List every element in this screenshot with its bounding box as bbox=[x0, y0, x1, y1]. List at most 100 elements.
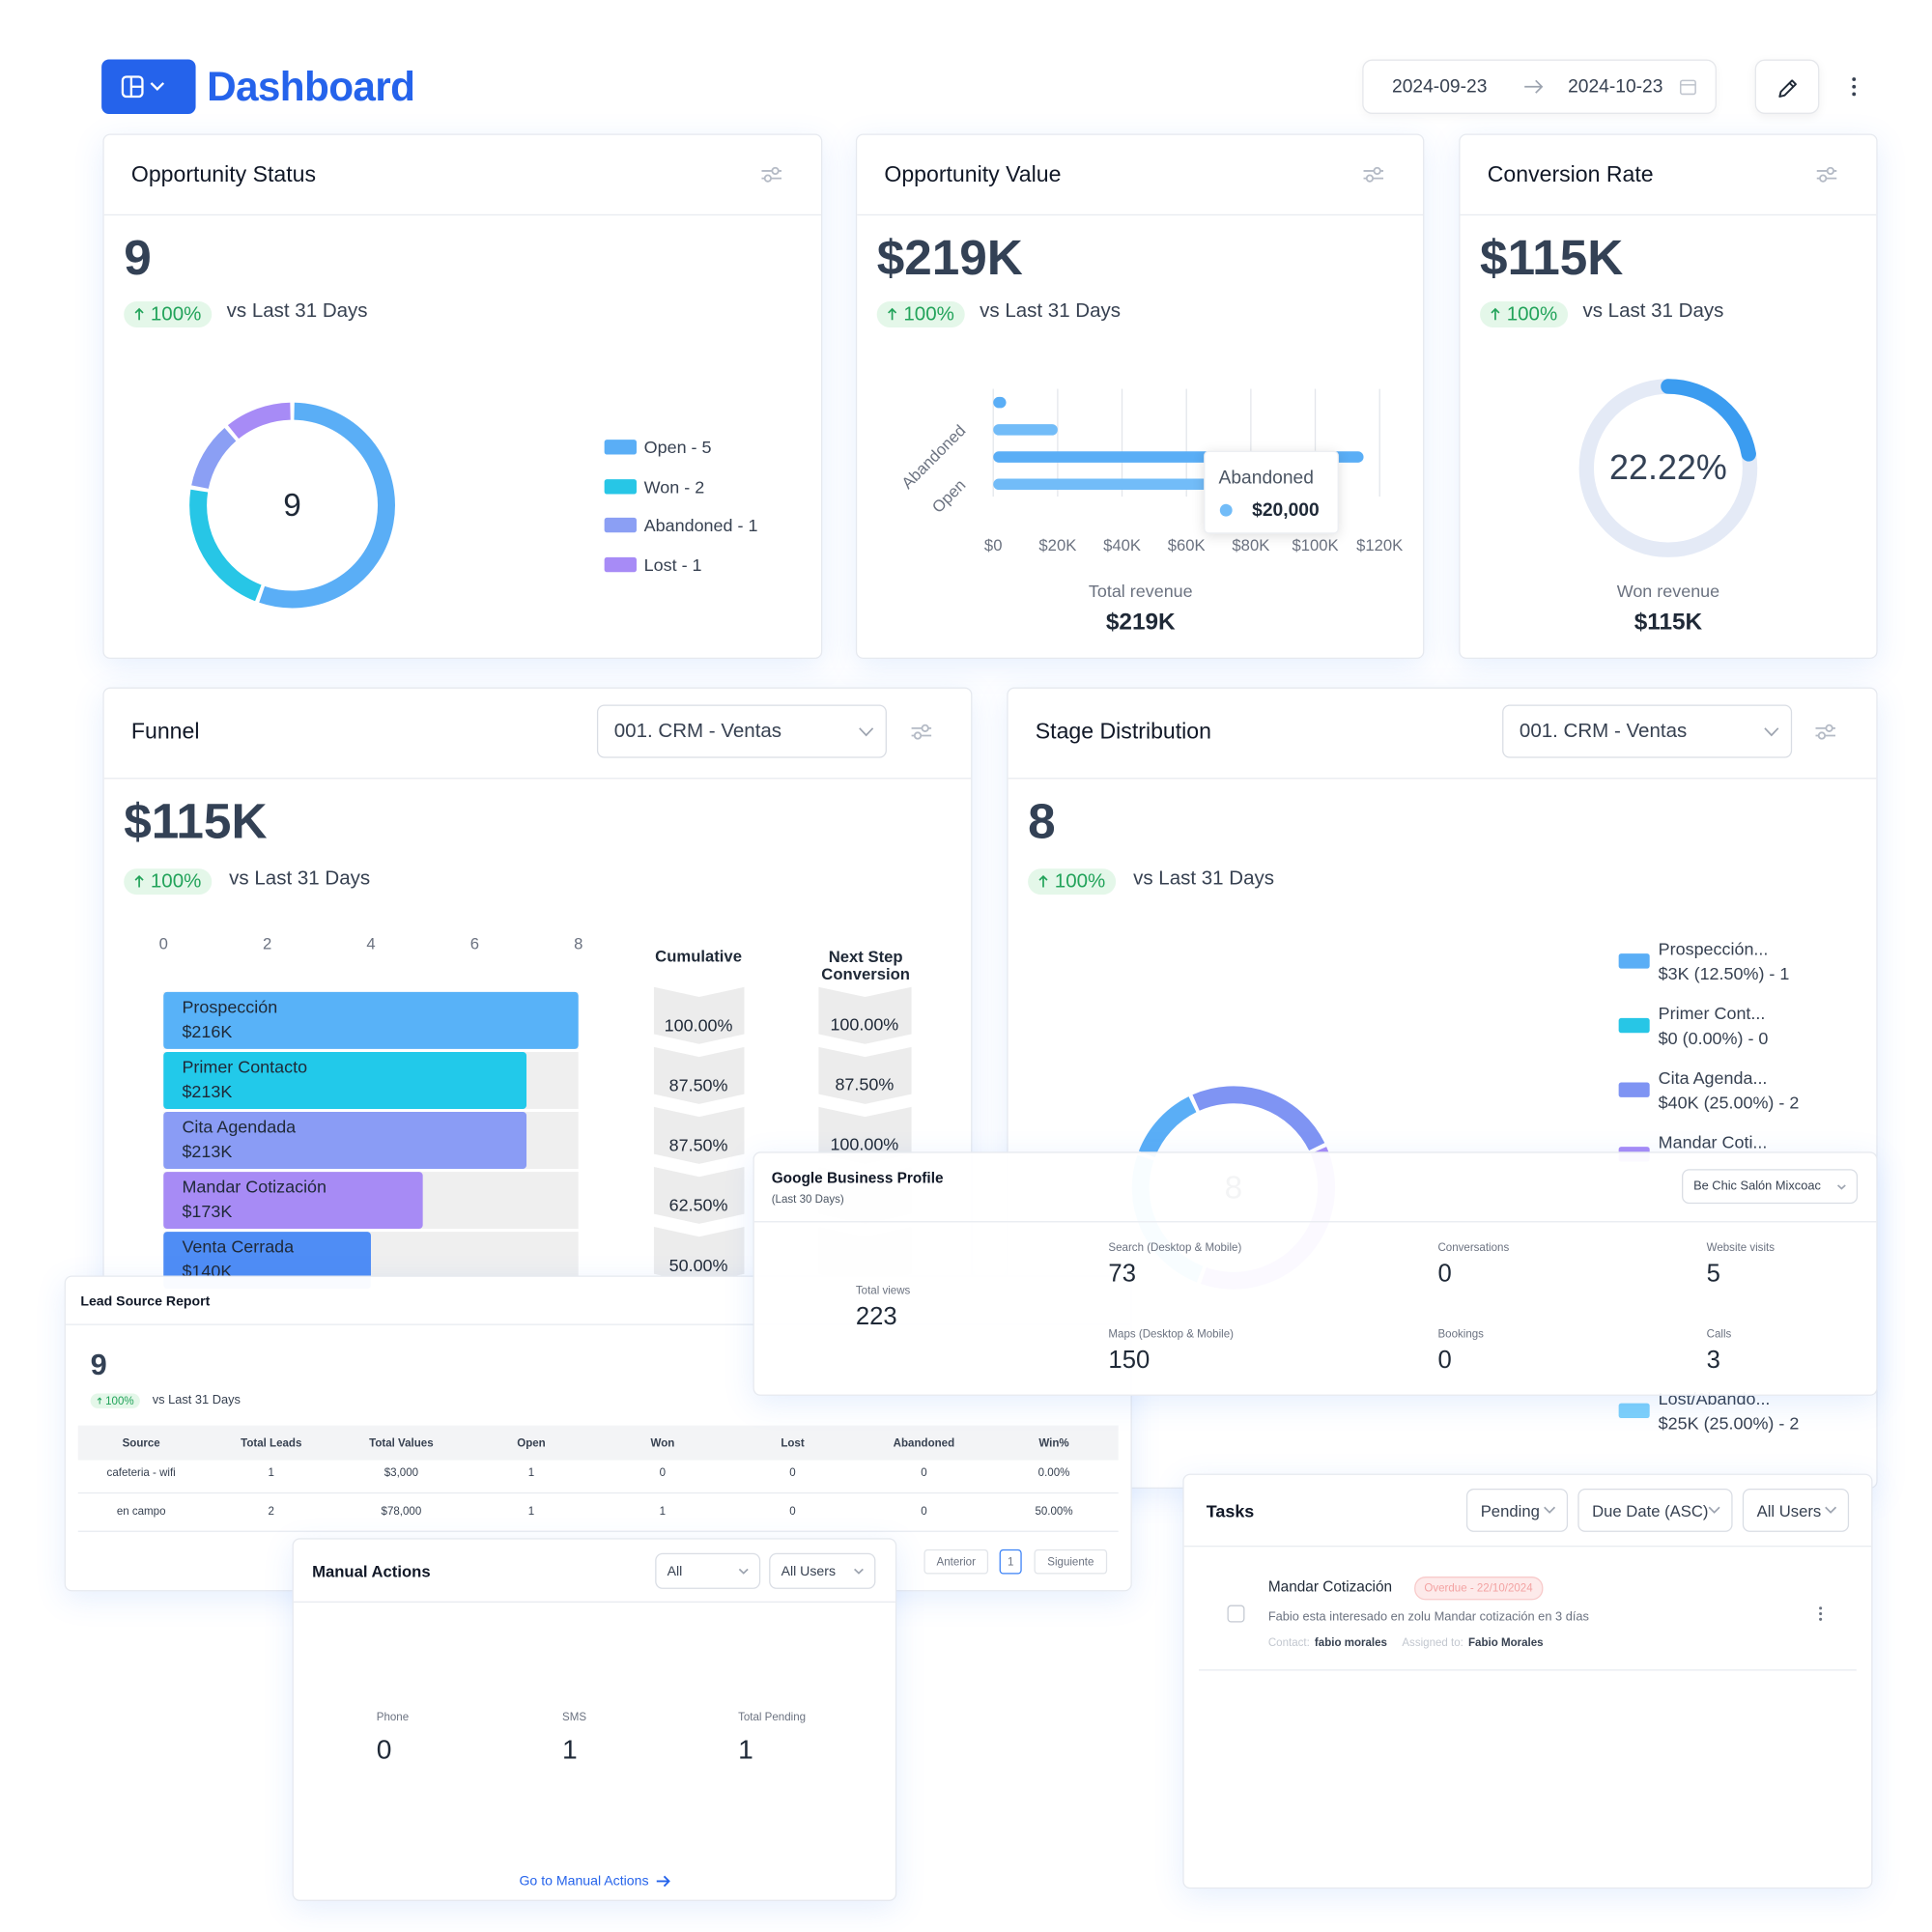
donut-segment bbox=[1192, 1086, 1325, 1151]
dropdown[interactable]: Pending bbox=[1465, 1489, 1569, 1532]
dropdown[interactable]: 001. CRM - Ventas bbox=[1502, 704, 1793, 758]
divider bbox=[103, 778, 972, 780]
table-cell: 1 bbox=[659, 1504, 667, 1518]
change-value: 100% bbox=[150, 303, 202, 325]
dropdown-label: All Users bbox=[781, 1563, 837, 1578]
dropdown[interactable]: All bbox=[655, 1552, 761, 1589]
legend-detail: $3K (12.50%) - 1 bbox=[1658, 963, 1790, 983]
icon-knob bbox=[1817, 731, 1826, 740]
divider bbox=[857, 213, 1424, 216]
conversion-value: 87.50% bbox=[835, 1074, 894, 1094]
chart-tooltip: Abandoned $20,000 bbox=[1204, 450, 1339, 534]
opportunity-value-card: Opportunity Value $219K 100% vs Last 31 Day… bbox=[855, 133, 1425, 660]
icon-knob bbox=[913, 731, 923, 740]
metric-value: 3 bbox=[1706, 1347, 1720, 1375]
dot bbox=[1852, 92, 1857, 97]
date-range-picker[interactable]: 2024-09-23 2024-10-23 bbox=[1362, 59, 1717, 114]
pagination-button[interactable]: 1 bbox=[999, 1548, 1022, 1575]
dot bbox=[1852, 77, 1857, 81]
tooltip-value: $20,000 bbox=[1252, 499, 1320, 522]
table-cell: 0 bbox=[921, 1465, 927, 1479]
x-tick-label: 6 bbox=[470, 935, 479, 953]
legend-label: Prospección... bbox=[1658, 938, 1769, 959]
chevron bbox=[1544, 1507, 1556, 1515]
kpi-value: 9 bbox=[90, 1349, 107, 1382]
change-value: 100% bbox=[150, 870, 202, 893]
dropdown[interactable]: Due Date (ASC) bbox=[1577, 1489, 1733, 1532]
table-cell: $3,000 bbox=[384, 1465, 419, 1479]
card-title: Lead Source Report bbox=[80, 1293, 211, 1310]
pencil-icon bbox=[1778, 79, 1797, 98]
metric-label: Conversations bbox=[1437, 1240, 1510, 1254]
link-label: Go to Manual Actions bbox=[519, 1873, 649, 1889]
dropdown-label: Be Chic Salón Mixcoac bbox=[1693, 1179, 1821, 1194]
divider bbox=[77, 1530, 1119, 1532]
chevron bbox=[1825, 1507, 1837, 1515]
arrow bbox=[1491, 307, 1500, 321]
edit-button[interactable] bbox=[1754, 59, 1820, 114]
settings-icon[interactable] bbox=[760, 166, 782, 184]
conversion-cell bbox=[818, 986, 912, 1044]
pagination-button[interactable]: Siguiente bbox=[1034, 1548, 1108, 1575]
dot bbox=[1852, 84, 1857, 89]
footer-value: $219K bbox=[1105, 609, 1176, 636]
table-cell: $78,000 bbox=[381, 1504, 422, 1518]
dropdown[interactable]: Be Chic Salón Mixcoac bbox=[1682, 1169, 1859, 1205]
settings-icon[interactable] bbox=[1362, 166, 1384, 184]
manual-actions-link[interactable]: Go to Manual Actions bbox=[519, 1873, 670, 1889]
calendar bbox=[1679, 79, 1696, 96]
metric-label: Calls bbox=[1706, 1327, 1732, 1341]
legend-label: Primer Cont... bbox=[1658, 1003, 1766, 1023]
bar bbox=[993, 478, 1251, 491]
dropdown-label: 001. CRM - Ventas bbox=[1519, 720, 1688, 742]
column-header: Won bbox=[650, 1436, 675, 1449]
kpi-comparison: vs Last 31 Days bbox=[226, 300, 368, 323]
cumulative-value: 50.00% bbox=[669, 1256, 728, 1275]
metric-value: 0 bbox=[1437, 1260, 1452, 1288]
dropdown[interactable]: All Users bbox=[1742, 1489, 1850, 1532]
legend-swatch bbox=[604, 556, 637, 573]
page-title: Dashboard bbox=[207, 63, 415, 109]
task-menu[interactable] bbox=[1818, 1606, 1823, 1621]
metric-value: 73 bbox=[1108, 1260, 1136, 1288]
arrow bbox=[888, 307, 897, 321]
kpi-comparison: vs Last 31 Days bbox=[152, 1393, 241, 1408]
card-title: Conversion Rate bbox=[1487, 161, 1654, 186]
cumulative-value: 87.50% bbox=[669, 1136, 728, 1155]
legend-label: Won - 2 bbox=[643, 476, 705, 497]
divider bbox=[1460, 213, 1877, 216]
donut-center-label: 9 bbox=[283, 486, 301, 524]
arrow bbox=[134, 874, 144, 888]
chevron-icon bbox=[1764, 726, 1779, 736]
change-value: 100% bbox=[903, 303, 954, 325]
kpi-value: $219K bbox=[876, 231, 1023, 286]
pagination-button[interactable]: Anterior bbox=[923, 1548, 989, 1575]
dropdown[interactable]: 001. CRM - Ventas bbox=[596, 704, 887, 758]
settings-icon[interactable] bbox=[1814, 724, 1836, 741]
pagination-label: Siguiente bbox=[1047, 1555, 1094, 1569]
settings-icon[interactable] bbox=[910, 724, 932, 741]
chevron-icon bbox=[1825, 1507, 1837, 1515]
change-badge: 100% bbox=[124, 868, 212, 895]
task-meta: Contact: fabio morales Assigned to: Fabio M… bbox=[1268, 1636, 1544, 1649]
settings-icon[interactable] bbox=[1815, 166, 1837, 184]
footer-label: Won revenue bbox=[1616, 581, 1720, 601]
layout-menu-button[interactable] bbox=[101, 59, 196, 114]
dropdown-label: Due Date (ASC) bbox=[1592, 1500, 1709, 1520]
column-header: Next Step Conversion bbox=[821, 947, 910, 983]
dropdown-label: Pending bbox=[1480, 1500, 1540, 1520]
bar bbox=[993, 396, 1007, 409]
dropdown[interactable]: All Users bbox=[769, 1552, 876, 1589]
dot bbox=[1819, 1606, 1823, 1610]
more-menu[interactable] bbox=[1850, 76, 1858, 97]
chevron-icon bbox=[854, 1568, 864, 1575]
chevron bbox=[738, 1568, 749, 1575]
footer-value: $115K bbox=[1634, 609, 1703, 636]
task-checkbox[interactable] bbox=[1227, 1605, 1245, 1623]
date-start: 2024-09-23 bbox=[1392, 75, 1488, 98]
arrow-up-icon bbox=[888, 307, 897, 321]
column-header: Win% bbox=[1038, 1436, 1069, 1449]
kpi-comparison: vs Last 31 Days bbox=[980, 300, 1122, 323]
metric-value: 5 bbox=[1706, 1260, 1720, 1288]
